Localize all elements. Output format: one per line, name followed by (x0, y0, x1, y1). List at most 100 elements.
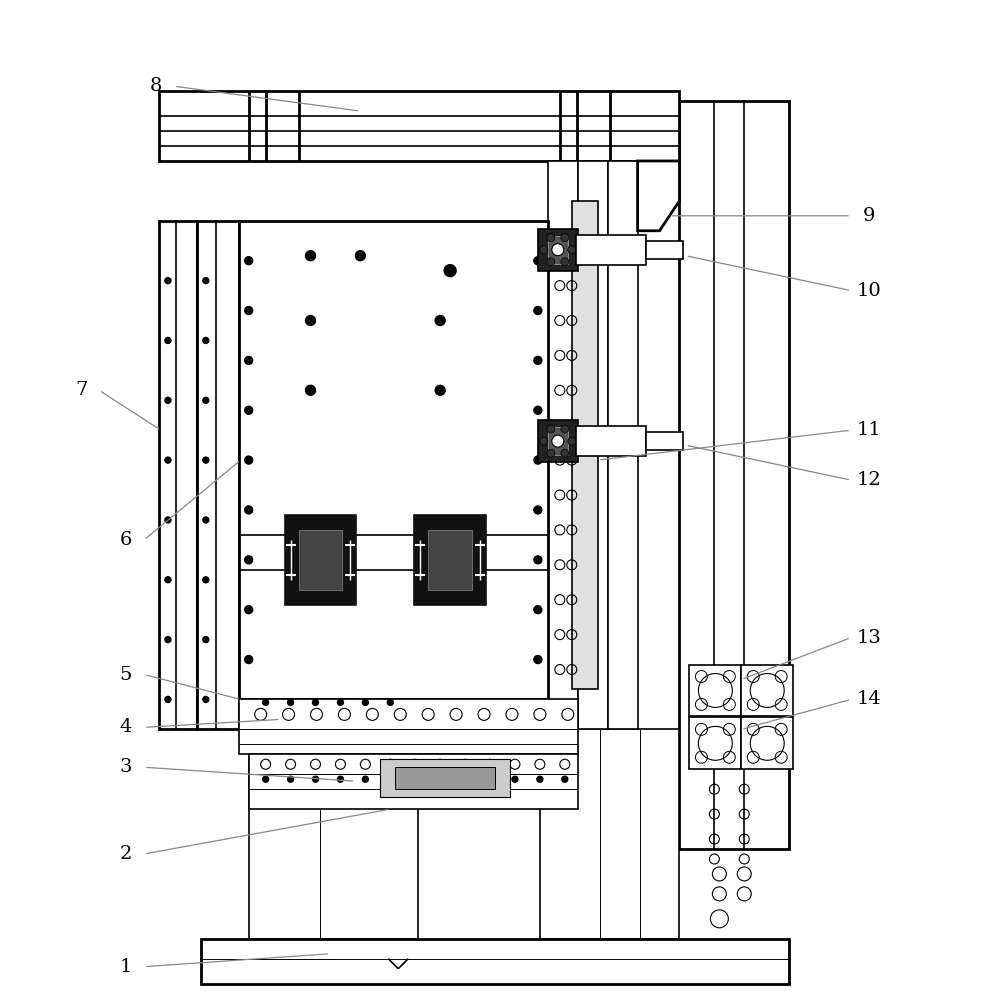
Circle shape (533, 606, 541, 614)
Bar (196, 221, 239, 729)
Text: 7: 7 (75, 381, 88, 399)
Circle shape (306, 316, 316, 325)
Circle shape (437, 776, 443, 782)
Text: 3: 3 (119, 758, 132, 776)
Circle shape (165, 397, 171, 403)
Bar (200, 939, 789, 984)
Circle shape (551, 244, 563, 256)
Circle shape (546, 258, 554, 266)
Circle shape (387, 699, 392, 705)
Circle shape (560, 449, 568, 457)
Bar (248, 729, 418, 939)
Text: 5: 5 (119, 666, 132, 684)
Circle shape (287, 776, 293, 782)
Text: 9: 9 (862, 207, 875, 225)
Circle shape (245, 356, 252, 364)
Text: 1: 1 (119, 958, 132, 976)
Circle shape (533, 506, 541, 514)
Circle shape (202, 637, 209, 643)
Text: 4: 4 (119, 718, 132, 736)
Text: 8: 8 (150, 77, 162, 95)
Circle shape (202, 517, 209, 523)
Circle shape (546, 234, 554, 242)
Circle shape (245, 606, 252, 614)
Circle shape (533, 406, 541, 414)
Bar (571, 201, 598, 689)
Circle shape (387, 776, 392, 782)
Bar (394, 767, 495, 789)
Circle shape (567, 437, 575, 445)
Circle shape (435, 316, 445, 325)
Bar (645, 432, 682, 450)
Circle shape (202, 397, 209, 403)
Circle shape (560, 258, 568, 266)
Bar (414, 515, 485, 605)
Circle shape (165, 457, 171, 463)
Circle shape (337, 776, 343, 782)
Circle shape (355, 251, 365, 261)
Bar (547, 161, 577, 729)
Bar (239, 221, 547, 699)
Circle shape (245, 456, 252, 464)
Circle shape (539, 246, 547, 254)
Text: 14: 14 (856, 690, 880, 708)
Circle shape (313, 699, 318, 705)
Circle shape (533, 307, 541, 315)
Bar (537, 420, 577, 462)
Circle shape (202, 457, 209, 463)
Circle shape (165, 696, 171, 702)
Circle shape (533, 456, 541, 464)
Circle shape (245, 656, 252, 664)
Circle shape (539, 437, 547, 445)
Bar (159, 91, 678, 161)
Circle shape (202, 696, 209, 702)
Bar (248, 754, 577, 809)
Circle shape (412, 776, 418, 782)
Circle shape (313, 776, 318, 782)
Circle shape (560, 425, 568, 433)
Bar (547, 236, 567, 264)
Polygon shape (637, 161, 678, 231)
Bar (539, 729, 678, 939)
Bar (740, 717, 793, 769)
Bar (575, 235, 645, 265)
Circle shape (486, 776, 492, 782)
Circle shape (533, 356, 541, 364)
Circle shape (306, 385, 316, 395)
Bar (298, 530, 342, 590)
Text: 6: 6 (119, 531, 132, 549)
Circle shape (337, 699, 343, 705)
Text: 10: 10 (856, 282, 880, 300)
Circle shape (165, 577, 171, 583)
Bar (239, 535, 547, 570)
Circle shape (165, 517, 171, 523)
Circle shape (561, 776, 567, 782)
Circle shape (245, 406, 252, 414)
Circle shape (165, 337, 171, 343)
Circle shape (262, 776, 268, 782)
Circle shape (165, 278, 171, 284)
Circle shape (245, 257, 252, 265)
Circle shape (567, 246, 575, 254)
Circle shape (551, 435, 563, 447)
Bar (547, 427, 567, 455)
Bar (689, 717, 740, 769)
Circle shape (362, 776, 368, 782)
Circle shape (245, 556, 252, 564)
Bar (577, 161, 607, 729)
Circle shape (202, 278, 209, 284)
Bar (689, 665, 740, 716)
Circle shape (435, 385, 445, 395)
Circle shape (262, 699, 268, 705)
Circle shape (202, 337, 209, 343)
Circle shape (202, 577, 209, 583)
Bar (159, 221, 196, 729)
Circle shape (245, 506, 252, 514)
Circle shape (362, 699, 368, 705)
Bar (740, 665, 793, 716)
Circle shape (546, 425, 554, 433)
Text: 11: 11 (856, 421, 880, 439)
Bar (380, 759, 510, 797)
Circle shape (546, 449, 554, 457)
Circle shape (306, 251, 316, 261)
